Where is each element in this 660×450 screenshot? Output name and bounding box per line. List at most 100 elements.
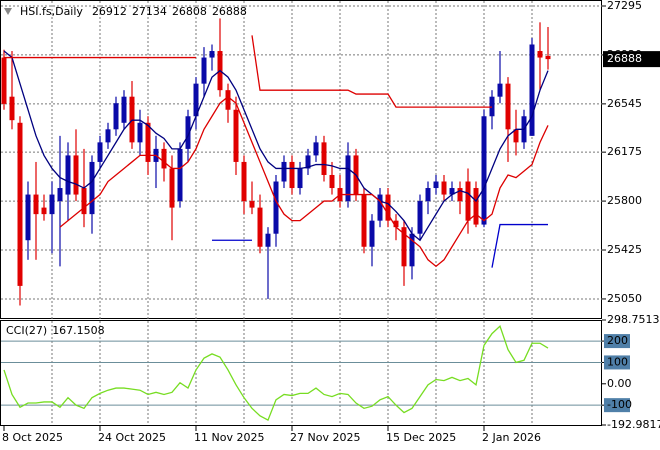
cci-line	[3, 324, 549, 422]
candle-body	[433, 181, 439, 189]
candle-body	[377, 194, 383, 221]
candle-body	[129, 96, 135, 143]
candle-body	[409, 233, 415, 267]
candle-body	[137, 122, 143, 143]
candle-body	[97, 142, 103, 162]
candle-body	[209, 51, 215, 58]
level-label-box	[604, 355, 630, 370]
x-tick-label: 8 Oct 2025	[2, 431, 63, 444]
y-tick-label: -100	[607, 398, 632, 411]
candle-body	[121, 96, 127, 123]
candle-body	[281, 161, 287, 182]
indicator-line	[491, 223, 548, 268]
cci-panel	[0, 320, 602, 426]
y-tick-label: 26175	[607, 145, 642, 158]
candle-body	[73, 155, 79, 195]
candle-body	[177, 148, 183, 202]
candle-body	[65, 155, 71, 195]
y-tick-label: 100	[607, 355, 628, 368]
x-tick-label: 24 Oct 2025	[98, 431, 166, 444]
price-label: 26888	[607, 52, 642, 65]
candle-body	[481, 116, 487, 225]
open: 26912	[92, 5, 127, 18]
indicator-line	[251, 35, 492, 108]
candle-body	[417, 201, 423, 234]
x-tick-label: 27 Nov 2025	[290, 431, 360, 444]
candle-body	[513, 129, 519, 143]
candle-body	[25, 194, 31, 241]
candle-body	[321, 142, 327, 175]
candle-body	[537, 51, 543, 58]
candle-body	[449, 188, 455, 195]
candle-body	[329, 174, 335, 189]
candle-body	[545, 55, 551, 60]
candle-body	[393, 220, 399, 228]
candle-body	[9, 96, 15, 121]
y-tick-label: 0.00	[607, 377, 632, 390]
candle-body	[489, 96, 495, 117]
cci-header: CCI(27) 167.1508	[6, 324, 105, 337]
x-tick-label: 15 Dec 2025	[386, 431, 456, 444]
candle-body	[257, 207, 263, 247]
candle-body	[241, 161, 247, 202]
candle-body	[289, 161, 295, 189]
candle-body	[385, 194, 391, 221]
candle-body	[297, 168, 303, 189]
cci-value: 167.1508	[52, 324, 105, 337]
level-label-box	[604, 398, 630, 413]
candle-body	[305, 155, 311, 169]
y-tick-label: 25800	[607, 194, 642, 207]
low: 26808	[172, 5, 207, 18]
candle-body	[105, 129, 111, 143]
chart-header: HSI.fs,Daily 26912 27134 26808 26888	[20, 5, 247, 18]
candle-body	[41, 207, 47, 215]
candle-body	[1, 57, 7, 104]
candle-body	[369, 220, 375, 247]
candle-body	[457, 188, 463, 202]
candle-body	[161, 148, 167, 169]
x-tick-label: 2 Jan 2026	[482, 431, 541, 444]
candle-body	[497, 83, 503, 97]
candle-body	[81, 188, 87, 215]
header-icon	[4, 8, 12, 15]
level-label-box	[604, 334, 630, 349]
candle-body	[185, 116, 191, 149]
y-tick-label: 25425	[607, 243, 642, 256]
candle-body	[505, 83, 511, 130]
close: 26888	[212, 5, 247, 18]
candle-body	[425, 188, 431, 202]
candle-body	[233, 109, 239, 162]
y-tick-label: 26545	[607, 97, 642, 110]
candle-body	[33, 194, 39, 215]
high: 27134	[132, 5, 167, 18]
candle-body	[201, 57, 207, 84]
y-tick-label: -192.9817	[607, 418, 660, 431]
cci-title: CCI(27)	[6, 324, 47, 337]
price-label-box	[603, 51, 660, 68]
price-panel	[0, 0, 602, 319]
candle-body	[249, 201, 255, 208]
candle-body	[225, 90, 231, 110]
candle-body	[17, 122, 23, 286]
candle-body	[57, 188, 63, 202]
y-tick-label: 200	[607, 334, 628, 347]
candle-body	[401, 227, 407, 267]
indicator-line	[3, 50, 549, 242]
candle-body	[193, 83, 199, 117]
candle-body	[49, 194, 55, 215]
candle-body	[273, 181, 279, 234]
indicator-line	[59, 95, 549, 268]
y-tick-label: 25050	[607, 292, 642, 305]
x-tick-label: 11 Nov 2025	[194, 431, 264, 444]
candle-body	[465, 181, 471, 221]
candle-body	[473, 188, 479, 225]
symbol: HSI.fs,Daily	[20, 5, 83, 18]
y-tick-label: 298.7513	[607, 313, 660, 326]
candle-body	[361, 194, 367, 247]
candle-body	[345, 155, 351, 202]
candle-body	[529, 44, 535, 136]
candle-body	[145, 122, 151, 162]
y-tick-label: 27295	[607, 0, 642, 12]
